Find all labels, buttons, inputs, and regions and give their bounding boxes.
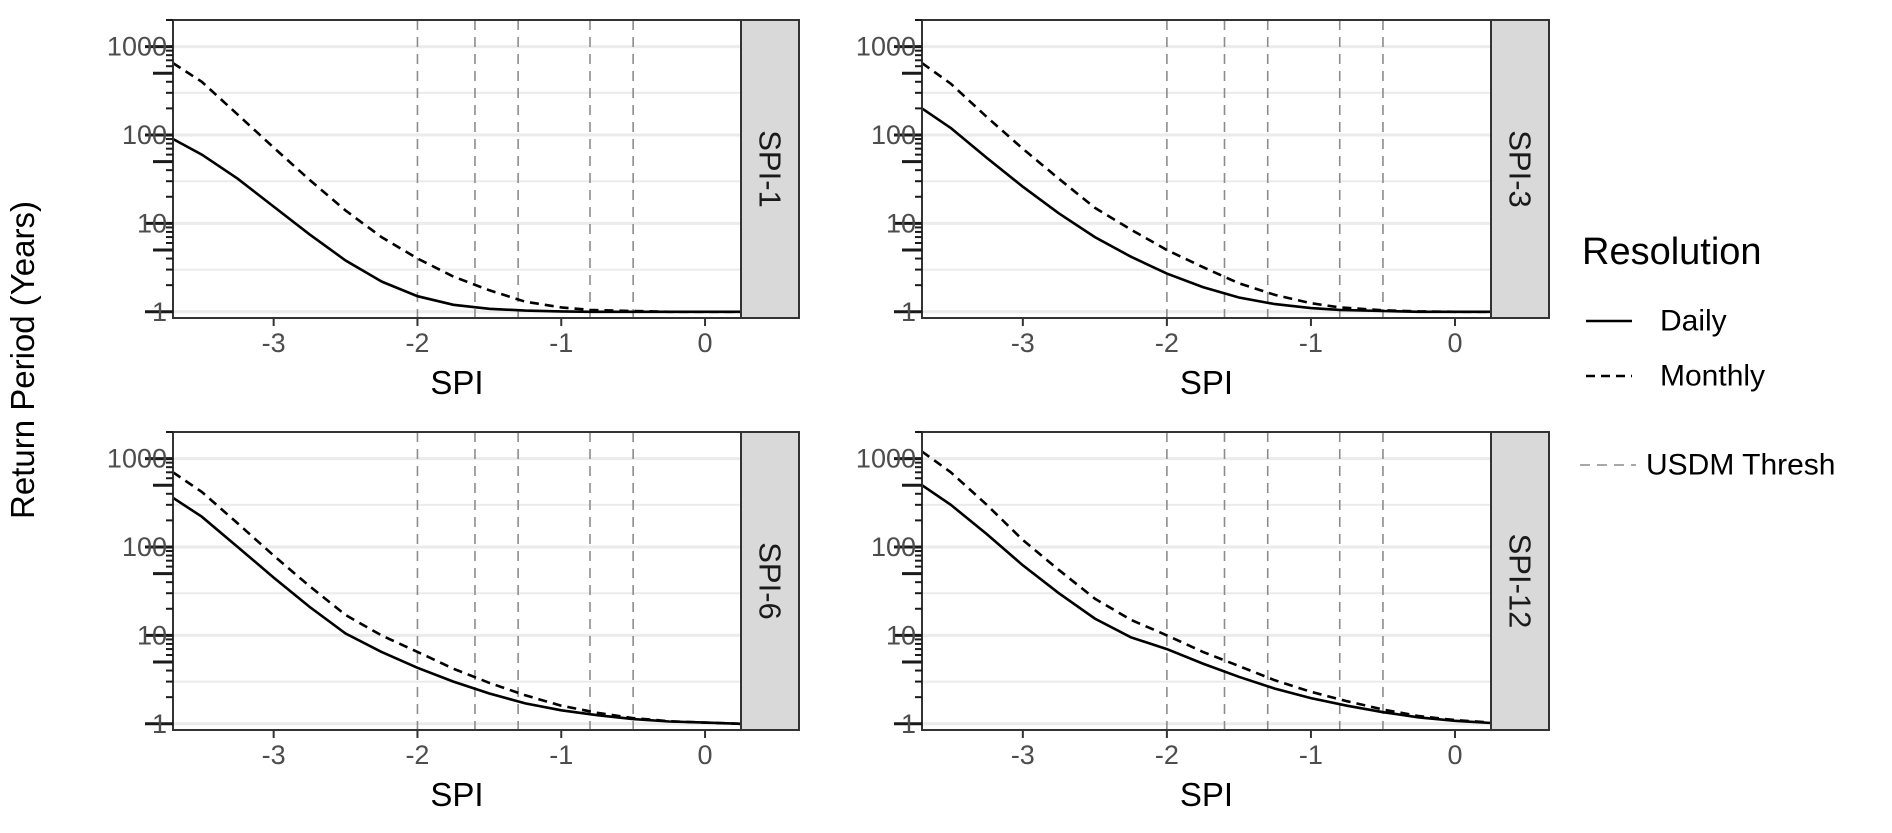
y-tick-label: 10 <box>886 208 916 238</box>
y-tick-label: 10 <box>137 620 167 650</box>
facet-strip <box>1490 431 1550 731</box>
facet-strip-label: SPI-3 <box>1503 130 1538 208</box>
x-axis-title: SPI <box>430 364 483 401</box>
series-daily-line <box>172 137 741 314</box>
panel-spi-3: SPI-3 1 10 100 1000 -3 -2 -1 0 SPI <box>856 19 1550 401</box>
y-tick-label: 10 <box>137 208 167 238</box>
x-tick-label: -2 <box>1155 740 1179 770</box>
panel-background <box>922 20 1491 318</box>
legend-label: Daily <box>1660 305 1727 338</box>
x-tick-label: -2 <box>405 740 429 770</box>
panel-background <box>173 432 741 730</box>
y-tick-label: 1 <box>152 709 167 739</box>
y-tick-label: 1 <box>901 297 916 327</box>
facet-strip <box>740 19 800 319</box>
x-axis-title: SPI <box>1180 776 1233 813</box>
panel-spi-1: SPI-1 1 10 100 1000 -3 -2 -1 0 SPI <box>107 19 800 401</box>
y-tick-label: 100 <box>122 120 167 150</box>
panel-spi-6: SPI-6 1 10 100 1000 -3 -2 -1 0 SPI <box>107 431 800 813</box>
y-tick-label: 100 <box>871 120 916 150</box>
y-tick-label: 1000 <box>856 444 916 474</box>
y-tick-label: 1000 <box>107 444 167 474</box>
x-axis-title: SPI <box>1180 364 1233 401</box>
y-axis-title: Return Period (Years) <box>4 201 41 519</box>
y-tick-label: 10 <box>886 620 916 650</box>
facet-strip-label: SPI-12 <box>1503 534 1538 629</box>
y-tick-label: 1000 <box>856 32 916 62</box>
legend-label: Monthly <box>1660 360 1765 393</box>
x-tick-label: -1 <box>1299 740 1323 770</box>
legend-title: Resolution <box>1582 231 1762 273</box>
panel-background <box>173 20 741 318</box>
y-tick-label: 1000 <box>107 32 167 62</box>
x-tick-label: -3 <box>262 740 286 770</box>
y-tick-label: 100 <box>871 532 916 562</box>
y-tick-label: 1 <box>152 297 167 327</box>
panel-spi-12: SPI-12 1 10 100 1000 -3 -2 -1 0 SPI <box>856 431 1550 813</box>
x-tick-label: -3 <box>1011 740 1035 770</box>
series-monthly-line <box>921 450 1492 724</box>
x-tick-label: -1 <box>1299 328 1323 358</box>
x-tick-label: 0 <box>698 740 713 770</box>
legend: Resolution Daily Monthly USDM Thresh <box>1580 231 1836 482</box>
series-daily-line <box>921 484 1492 725</box>
x-tick-label: -2 <box>405 328 429 358</box>
x-tick-label: 0 <box>698 328 713 358</box>
series-monthly-line <box>172 471 742 726</box>
panel-background <box>922 432 1491 730</box>
x-axis-title: SPI <box>430 776 483 813</box>
facet-strip <box>1490 19 1550 319</box>
x-tick-label: 0 <box>1447 328 1462 358</box>
x-tick-label: -3 <box>1011 328 1035 358</box>
x-tick-label: 0 <box>1447 740 1462 770</box>
y-tick-label: 100 <box>122 532 167 562</box>
x-tick-label: -3 <box>262 328 286 358</box>
x-tick-label: -1 <box>549 328 573 358</box>
facet-strip-label: SPI-6 <box>753 542 788 620</box>
series-monthly-line <box>921 62 1491 314</box>
facet-strip-label: SPI-1 <box>753 130 788 208</box>
legend-label: USDM Thresh <box>1646 449 1836 482</box>
y-tick-label: 1 <box>901 709 916 739</box>
facet-strip <box>740 431 800 731</box>
x-tick-label: -1 <box>549 740 573 770</box>
x-tick-label: -2 <box>1155 328 1179 358</box>
